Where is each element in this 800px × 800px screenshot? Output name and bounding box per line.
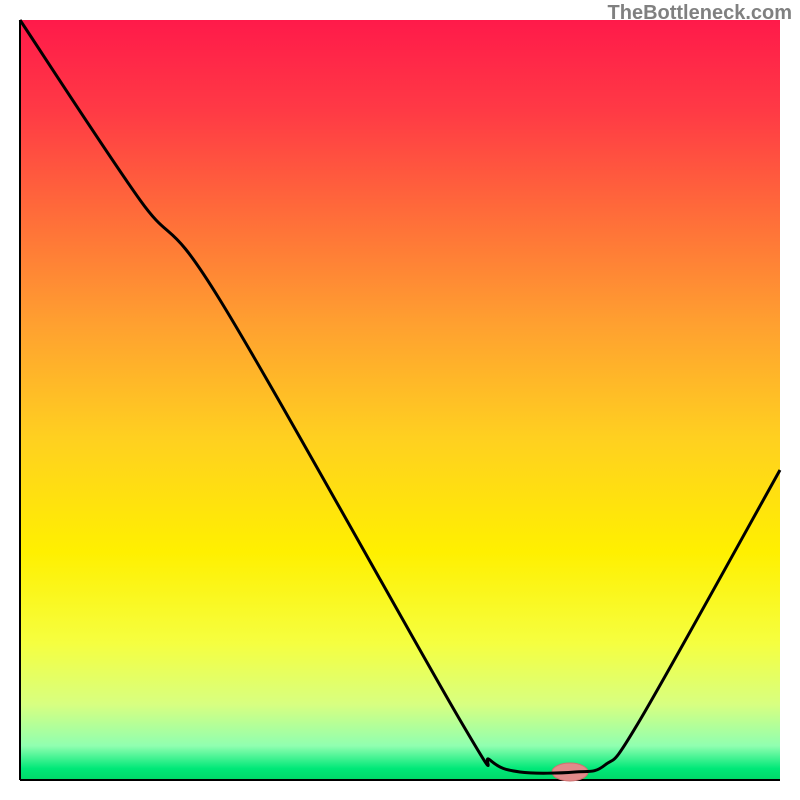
bottleneck-chart	[0, 0, 800, 800]
chart-container: TheBottleneck.com	[0, 0, 800, 800]
plot-background	[20, 20, 780, 780]
watermark-text: TheBottleneck.com	[608, 2, 792, 25]
